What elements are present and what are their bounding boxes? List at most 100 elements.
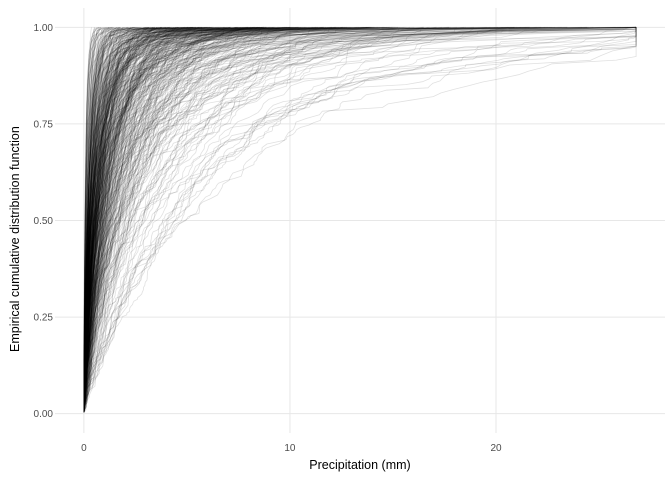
ecdf-curve	[83, 26, 133, 412]
ecdf-curve	[83, 27, 637, 412]
ecdf-curve	[83, 26, 162, 412]
ecdf-curve	[83, 26, 227, 412]
ecdf-curve	[83, 26, 319, 412]
ecdf-curve	[83, 26, 512, 412]
ecdf-curve	[83, 26, 149, 411]
ecdf-curve	[83, 26, 179, 411]
ecdf-curve	[83, 26, 264, 411]
ecdf-curve	[83, 26, 391, 413]
ecdf-curve	[83, 27, 139, 411]
ecdf-curve	[83, 26, 194, 413]
ecdf-curve	[83, 26, 205, 412]
ecdf-curve	[83, 26, 135, 412]
ecdf-curve	[83, 26, 155, 412]
ecdf-curve	[83, 26, 137, 411]
ecdf-curve	[83, 26, 310, 412]
ecdf-curve	[83, 26, 287, 409]
ecdf-curve	[83, 26, 189, 412]
ecdf-curve	[83, 27, 238, 412]
ecdf-curve	[83, 26, 200, 412]
ecdf-curve	[83, 26, 285, 412]
ecdf-curve	[83, 26, 503, 412]
ecdf-curve	[83, 26, 233, 410]
ecdf-curve	[83, 26, 177, 412]
ecdf-curve	[83, 26, 258, 411]
ecdf-curve	[83, 26, 449, 411]
ecdf-curve	[83, 26, 178, 413]
ecdf-curve	[83, 26, 274, 410]
ecdf-curve	[83, 26, 153, 410]
ecdf-curve	[83, 26, 318, 412]
ecdf-curve	[83, 26, 616, 410]
ecdf-curve	[83, 26, 369, 413]
ecdf-curve	[83, 26, 515, 412]
ecdf-curve	[83, 26, 147, 411]
y-tick-labels: 0.00 0.25 0.50 0.75 1.00	[34, 23, 54, 420]
ecdf-curve	[83, 26, 299, 412]
ecdf-curve	[83, 27, 226, 412]
ecdf-curve	[83, 26, 286, 410]
ecdf-curve	[83, 26, 238, 413]
ecdf-curve	[83, 26, 186, 412]
ecdf-curve	[83, 26, 291, 410]
ecdf-curve	[83, 26, 267, 410]
ecdf-curve	[83, 26, 220, 412]
ecdf-curve	[83, 26, 284, 412]
ecdf-curve	[83, 26, 510, 413]
ecdf-curve	[83, 26, 588, 412]
ecdf-curve	[83, 26, 257, 413]
ecdf-curve	[83, 26, 239, 412]
ecdf-curve	[84, 26, 231, 410]
ecdf-curve	[83, 26, 290, 413]
ecdf-curve	[83, 26, 323, 412]
ecdf-curve	[83, 26, 317, 412]
ecdf-curve	[83, 26, 99, 413]
ecdf-curve	[84, 26, 491, 412]
ecdf-curve	[83, 26, 568, 413]
ecdf-curve	[83, 26, 238, 412]
tick-label: 0.00	[34, 409, 54, 420]
ecdf-curve	[83, 26, 139, 411]
ecdf-curve	[83, 26, 215, 413]
ecdf-curve	[83, 26, 225, 412]
ecdf-curve	[83, 26, 149, 411]
tick-label: 0	[81, 443, 87, 454]
ecdf-curve	[83, 26, 229, 412]
ecdf-curve	[83, 26, 117, 412]
ecdf-curve	[83, 26, 323, 412]
ecdf-curve	[84, 26, 429, 412]
ecdf-curve	[83, 26, 252, 412]
ecdf-curve	[83, 26, 162, 412]
ecdf-curve	[83, 26, 120, 412]
ecdf-curve	[83, 26, 530, 412]
ecdf-curve	[83, 27, 637, 412]
ecdf-curve	[83, 26, 436, 412]
ecdf-curve	[83, 26, 368, 411]
ecdf-curve	[83, 26, 170, 411]
ecdf-curve	[83, 26, 451, 411]
ecdf-curve	[83, 27, 157, 411]
ecdf-curve	[83, 26, 556, 412]
ecdf-curve	[83, 26, 230, 410]
ecdf-curve	[83, 26, 637, 412]
ecdf-curve	[83, 26, 187, 412]
ecdf-curve	[83, 26, 193, 412]
ecdf-curve	[83, 27, 637, 413]
ecdf-curve	[83, 26, 252, 413]
ecdf-curve	[83, 26, 637, 411]
ecdf-curve	[83, 26, 306, 412]
ecdf-curve	[83, 27, 138, 412]
ecdf-curve	[83, 26, 294, 413]
ecdf-curve	[83, 27, 326, 412]
ecdf-curve	[83, 26, 207, 411]
ecdf-curve	[83, 26, 266, 412]
ecdf-curve	[83, 26, 125, 411]
ecdf-curve	[83, 26, 171, 411]
ecdf-curve	[83, 27, 637, 413]
ecdf-curve	[83, 26, 165, 412]
ecdf-curve	[83, 26, 191, 412]
ecdf-curve	[83, 26, 464, 412]
ecdf-curve	[83, 27, 109, 412]
